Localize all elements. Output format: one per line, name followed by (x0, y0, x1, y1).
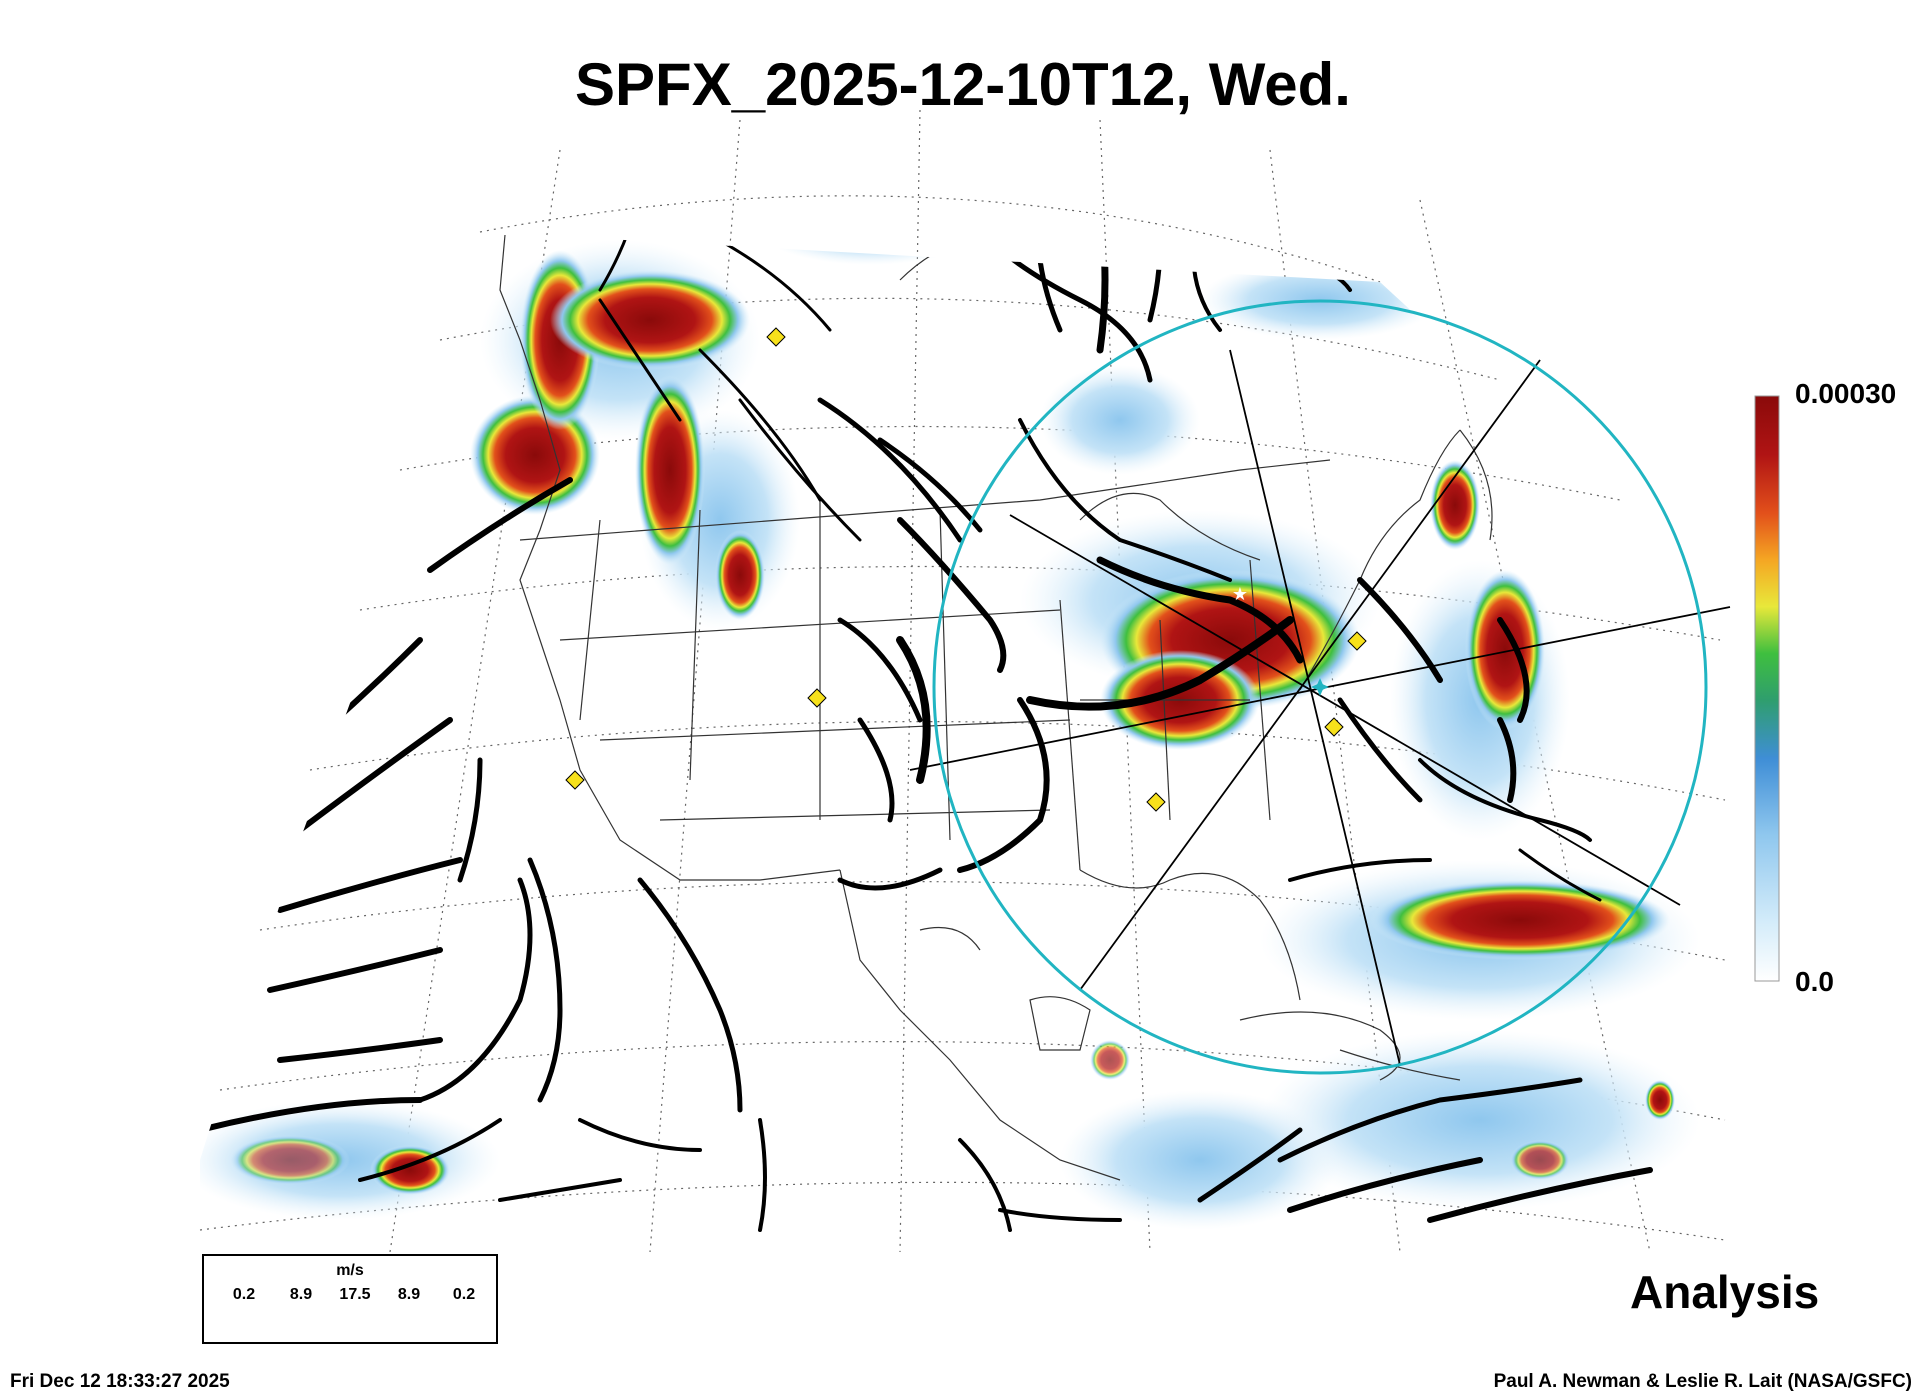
station-markers (565, 327, 1367, 812)
wind-legend-tick: 0.2 (232, 1286, 256, 1303)
colorbar-min-label: 0.0 (1795, 966, 1834, 997)
star-icon: ★ (1232, 584, 1248, 605)
cross-section-lines (909, 349, 1731, 1066)
wind-legend-tick: 8.9 (397, 1286, 421, 1303)
map-title: SPFX_2025-12-10T12, Wed. (575, 51, 1351, 118)
colorbar-gradient (1754, 395, 1780, 982)
station-diamond-icon (807, 688, 827, 708)
wind-legend-unit: m/s (336, 1262, 364, 1279)
boundaries (499, 232, 1493, 1181)
moisture-field (200, 232, 1700, 1230)
timestamp: Fri Dec 12 18:33:27 2025 (10, 1371, 230, 1392)
station-diamond-icon (1146, 792, 1166, 812)
station-diamond-icon (766, 327, 786, 347)
station-diamond-icon (565, 770, 585, 790)
analysis-stamp: Analysis (1630, 1266, 1820, 1318)
range-ring-center (1311, 678, 1329, 696)
wind-legend-tick: 8.9 (289, 1286, 313, 1303)
range-ring (932, 299, 1708, 1075)
wind-legend-tick: 17.5 (339, 1286, 371, 1303)
wind-legend-tick: 0.2 (452, 1286, 476, 1303)
station-diamond-icon (1347, 631, 1367, 651)
colorbar (1754, 395, 1780, 982)
wind-speed-legend: m/s 0.2 8.9 17.5 8.9 0.2 (202, 1254, 498, 1344)
station-diamond-icon (1324, 717, 1344, 737)
colorbar-max-label: 0.00030 (1795, 378, 1897, 409)
credit-line: Paul A. Newman & Leslie R. Lait (NASA/GS… (1493, 1371, 1912, 1392)
